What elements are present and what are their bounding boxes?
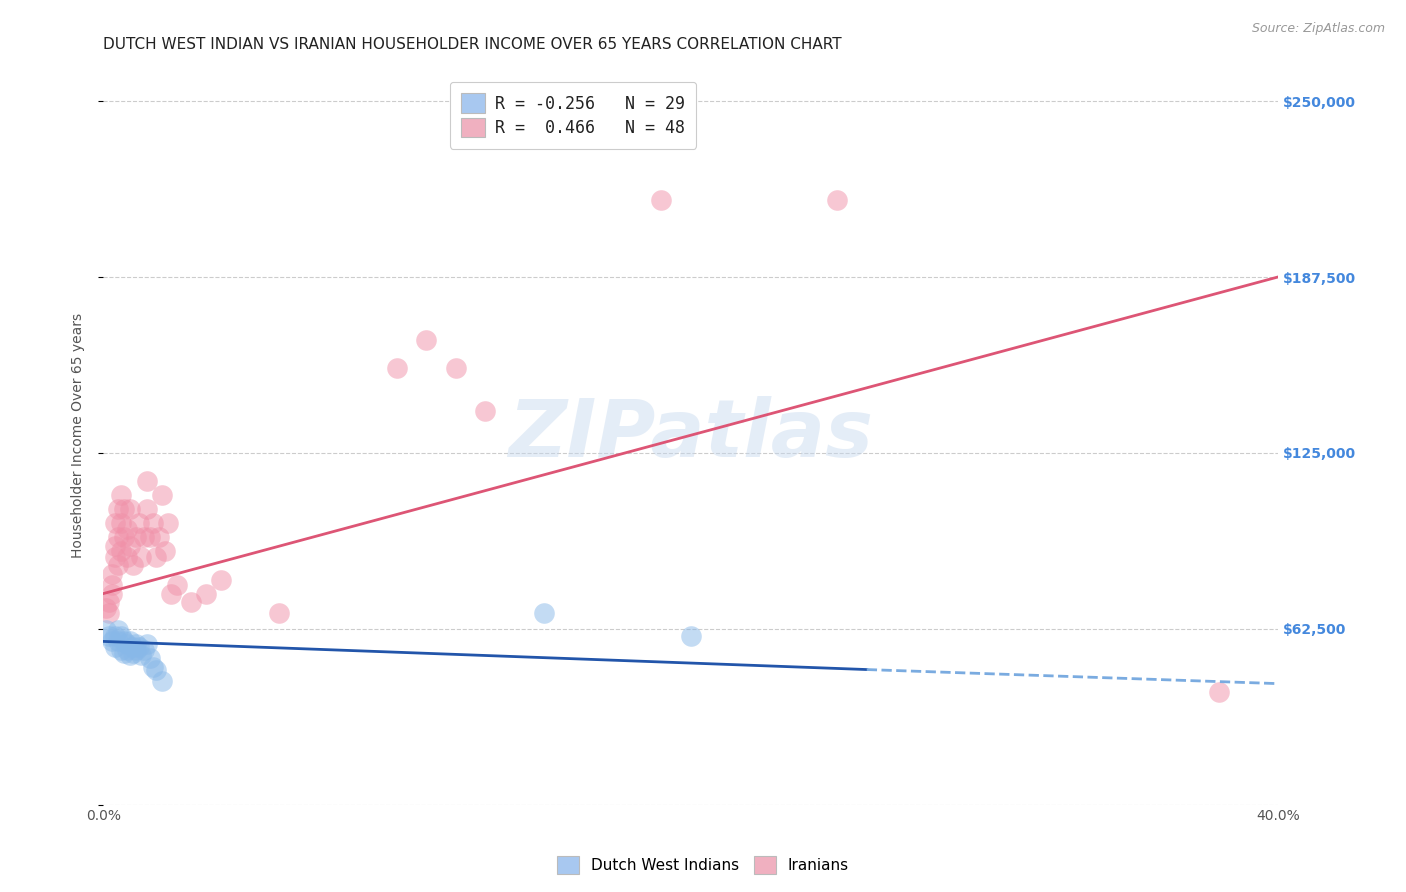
Point [110,516,132,531]
Point [110,629,132,643]
Point [118,634,141,648]
Point [139,651,162,665]
Point [131,648,153,663]
Point [385,361,408,376]
Point [142,516,165,531]
Point [533,607,555,621]
Point [112,646,135,660]
Point [107,623,129,637]
Point [145,663,167,677]
Point [474,403,496,417]
Point [145,549,167,564]
Point [153,544,176,558]
Point [195,586,218,600]
Point [134,530,156,544]
Point [112,634,135,648]
Point [269,607,291,621]
Point [104,640,127,654]
Point [124,643,146,657]
Point [160,586,183,600]
Point [156,516,179,531]
Y-axis label: Householder Income Over 65 years: Householder Income Over 65 years [72,313,86,558]
Point [107,634,129,648]
Point [142,659,165,673]
Point [134,643,156,657]
Point [1208,685,1230,699]
Point [150,488,173,502]
Point [104,539,127,553]
Point [98,629,121,643]
Legend: Dutch West Indians, Iranians: Dutch West Indians, Iranians [551,850,855,880]
Point [118,502,141,516]
Point [180,595,202,609]
Legend: R = -0.256   N = 29, R =  0.466   N = 48: R = -0.256 N = 29, R = 0.466 N = 48 [450,82,696,149]
Point [96,623,118,637]
Point [121,646,143,660]
Point [110,488,132,502]
Point [104,516,127,531]
Point [101,578,124,592]
Point [104,549,127,564]
Point [136,637,159,651]
Point [107,530,129,544]
Point [115,637,138,651]
Point [115,522,138,536]
Point [136,474,159,488]
Point [150,673,173,688]
Point [110,643,132,657]
Point [112,530,135,544]
Point [148,530,170,544]
Point [128,516,150,531]
Point [98,595,121,609]
Point [101,634,124,648]
Point [96,600,118,615]
Point [107,558,129,573]
Point [124,530,146,544]
Point [121,640,143,654]
Text: DUTCH WEST INDIAN VS IRANIAN HOUSEHOLDER INCOME OVER 65 YEARS CORRELATION CHART: DUTCH WEST INDIAN VS IRANIAN HOUSEHOLDER… [103,37,842,53]
Point [209,573,232,587]
Point [118,539,141,553]
Point [110,544,132,558]
Point [112,502,135,516]
Text: Source: ZipAtlas.com: Source: ZipAtlas.com [1251,22,1385,36]
Point [650,193,672,207]
Point [128,640,150,654]
Point [107,502,129,516]
Point [139,530,162,544]
Point [415,334,437,348]
Point [118,648,141,663]
Point [104,629,127,643]
Point [166,578,188,592]
Point [115,549,138,564]
Point [121,558,143,573]
Point [444,361,467,376]
Point [827,193,849,207]
Point [98,607,121,621]
Point [136,502,159,516]
Point [101,586,124,600]
Point [124,637,146,651]
Point [131,549,153,564]
Point [115,643,138,657]
Point [679,629,702,643]
Point [101,566,124,581]
Text: ZIPatlas: ZIPatlas [508,396,873,475]
